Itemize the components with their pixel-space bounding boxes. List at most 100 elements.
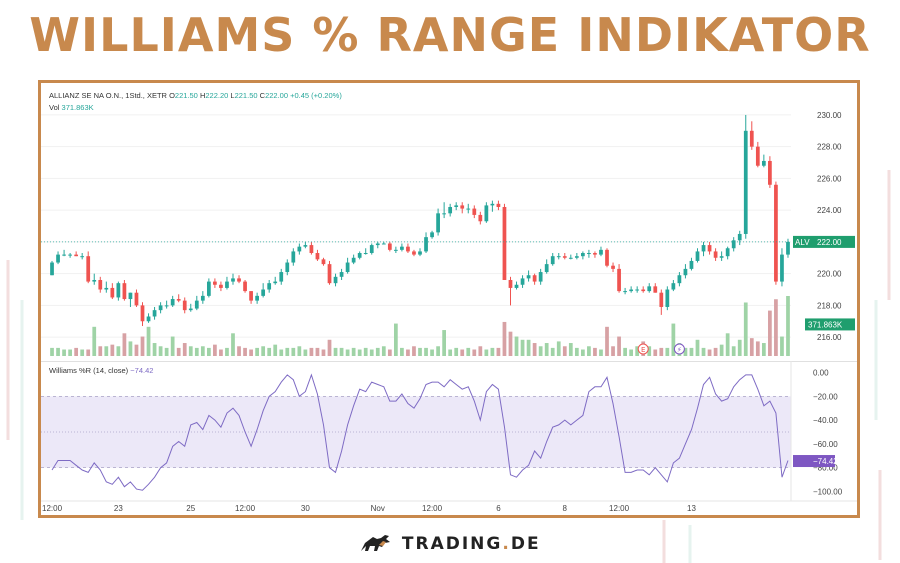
candle-body: [749, 130, 754, 147]
candle-body: [285, 262, 290, 273]
candle: [80, 253, 85, 260]
candle: [442, 202, 447, 219]
volume-bar: [695, 339, 700, 356]
candle: [104, 281, 109, 293]
volume-bar: [653, 349, 658, 356]
candle: [532, 273, 537, 285]
volume-bar: [719, 344, 724, 356]
volume-label: Vol: [49, 103, 60, 112]
volume-bar: [406, 349, 410, 356]
volume-bar: [574, 347, 579, 356]
candle: [484, 202, 489, 223]
candle: [629, 286, 634, 293]
candle-body: [80, 256, 85, 258]
volume-bar: [701, 347, 706, 356]
volume-bar: [393, 323, 398, 356]
volume-bar: [780, 336, 784, 356]
volume-bar: [478, 346, 483, 356]
candle: [200, 291, 205, 304]
candle-body: [418, 251, 422, 255]
volume-bar: [484, 349, 489, 356]
volume-bar: [80, 349, 85, 356]
candle: [774, 181, 778, 285]
candle: [164, 300, 169, 309]
candle-body: [424, 237, 428, 252]
candle: [737, 230, 742, 246]
volume-bar: [237, 346, 241, 356]
candle: [279, 268, 284, 285]
volume-bar: [514, 336, 519, 356]
volume-bar: [749, 338, 754, 356]
candle-body: [605, 249, 609, 266]
candle-body: [725, 248, 730, 257]
candle: [369, 243, 374, 255]
time-tick-label: 8: [563, 504, 568, 513]
candle: [134, 289, 139, 307]
williams-tick-label: −20.00: [813, 392, 838, 401]
candle-body: [538, 272, 543, 282]
volume-bar: [176, 347, 181, 356]
candle-body: [713, 251, 718, 258]
candle: [641, 286, 646, 293]
candle-body: [671, 283, 676, 290]
candle-body: [387, 243, 392, 250]
candle: [206, 278, 211, 298]
volume-bar: [50, 347, 54, 356]
volume-bar: [617, 336, 621, 356]
candle: [62, 249, 66, 257]
williams-tick-label: −100.00: [813, 487, 843, 496]
volume-bar: [448, 349, 453, 356]
volume-bar: [768, 310, 772, 356]
brand-tld: DE: [510, 534, 541, 554]
last-price-label: 222.00: [817, 238, 842, 247]
volume-bar: [116, 346, 121, 356]
candle: [713, 248, 718, 261]
volume-bar: [213, 344, 217, 356]
candle: [653, 283, 658, 293]
candle: [213, 278, 217, 288]
price-tick-label: 230.00: [817, 111, 842, 120]
candle: [128, 292, 133, 307]
volume-bar: [285, 347, 290, 356]
volume-bar: [665, 347, 670, 356]
candle: [412, 249, 416, 257]
candle: [188, 303, 193, 312]
volume-bar: [243, 347, 247, 356]
volume-bar: [339, 347, 344, 356]
candle-body: [393, 249, 398, 251]
volume-bar: [400, 347, 404, 356]
williams-legend: Williams %R (14, close) −74.42: [49, 366, 153, 375]
volume-bar: [460, 349, 465, 356]
volume-bar: [255, 347, 259, 356]
volume-bar: [418, 347, 422, 356]
candle-body: [761, 160, 766, 166]
volume-bar: [508, 331, 513, 356]
volume-bar: [713, 347, 718, 356]
volume-bar: [568, 343, 573, 356]
candle: [749, 121, 754, 150]
williams-current: −74.42: [130, 366, 154, 375]
volume-bar: [369, 349, 374, 356]
candle: [466, 203, 471, 214]
volume-bar: [454, 347, 459, 356]
candle-body: [659, 292, 664, 307]
candle-body: [315, 253, 320, 260]
volume-bar: [351, 347, 356, 356]
candle-body: [454, 205, 459, 207]
candle-body: [647, 286, 652, 292]
event-marker: [673, 343, 685, 355]
time-tick-label: 6: [496, 504, 501, 513]
event-marker-label: E: [641, 346, 645, 354]
candle-body: [755, 146, 760, 166]
volume-bars: [50, 296, 790, 356]
volume-bar: [273, 344, 278, 356]
volume-bar: [442, 330, 447, 356]
volume-bar: [671, 323, 676, 356]
volume-bar: [562, 346, 567, 356]
williams-current-badge: [793, 455, 835, 468]
williams-line: [51, 373, 789, 491]
volume-bar: [375, 347, 380, 356]
candle-body: [556, 256, 561, 258]
volume-bar: [556, 341, 561, 356]
volume-bar: [599, 349, 603, 356]
